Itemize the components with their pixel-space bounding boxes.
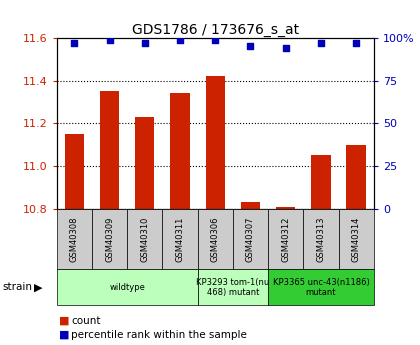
- Text: wildtype: wildtype: [109, 283, 145, 292]
- Bar: [276, 207, 295, 209]
- Text: GSM40310: GSM40310: [140, 216, 149, 262]
- Text: GSM40311: GSM40311: [176, 216, 184, 262]
- Text: count: count: [71, 316, 101, 326]
- Point: [318, 40, 324, 46]
- Text: GSM40309: GSM40309: [105, 216, 114, 262]
- Point: [177, 37, 184, 42]
- Text: GSM40314: GSM40314: [352, 216, 361, 262]
- Bar: [135, 117, 155, 209]
- Bar: [171, 93, 190, 209]
- Bar: [100, 91, 119, 209]
- Bar: [205, 76, 225, 209]
- Bar: [65, 134, 84, 209]
- Bar: [311, 155, 331, 209]
- Text: ■: ■: [59, 316, 69, 326]
- Point: [282, 46, 289, 51]
- Point: [353, 40, 360, 46]
- Text: ▶: ▶: [34, 282, 42, 292]
- Point: [106, 37, 113, 42]
- Text: GSM40308: GSM40308: [70, 216, 79, 262]
- Bar: [241, 202, 260, 209]
- Point: [212, 37, 219, 42]
- Text: ■: ■: [59, 330, 69, 339]
- Text: GSM40313: GSM40313: [316, 216, 326, 262]
- Text: KP3293 tom-1(nu
468) mutant: KP3293 tom-1(nu 468) mutant: [196, 277, 270, 297]
- Text: GSM40307: GSM40307: [246, 216, 255, 262]
- Title: GDS1786 / 173676_s_at: GDS1786 / 173676_s_at: [132, 23, 299, 37]
- Point: [71, 40, 78, 46]
- Text: GSM40306: GSM40306: [211, 216, 220, 262]
- Text: KP3365 unc-43(n1186)
mutant: KP3365 unc-43(n1186) mutant: [273, 277, 369, 297]
- Point: [247, 44, 254, 49]
- Bar: [346, 145, 366, 209]
- Text: percentile rank within the sample: percentile rank within the sample: [71, 330, 247, 339]
- Text: GSM40312: GSM40312: [281, 216, 290, 262]
- Point: [142, 40, 148, 46]
- Text: strain: strain: [2, 282, 32, 292]
